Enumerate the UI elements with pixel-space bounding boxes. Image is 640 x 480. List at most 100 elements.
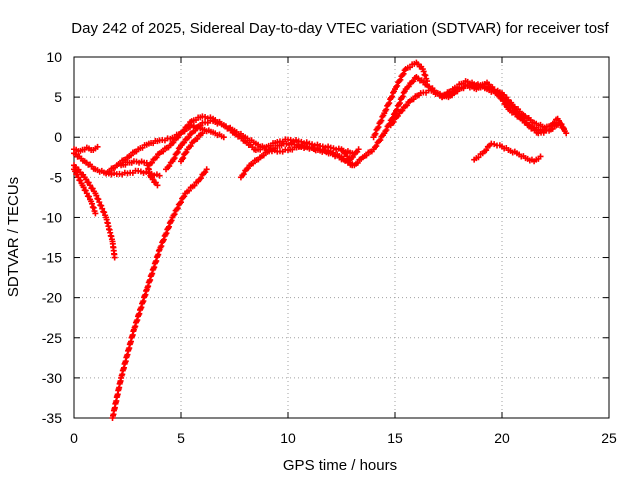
data-point	[160, 236, 167, 243]
y-tick-label: -20	[42, 290, 62, 306]
data-point	[399, 107, 406, 114]
data-point	[77, 177, 84, 184]
data-point	[389, 93, 396, 100]
x-tick-label: 20	[494, 430, 510, 446]
data-point	[183, 149, 190, 156]
data-point	[394, 82, 401, 89]
data-point	[399, 93, 406, 100]
data-point	[349, 154, 356, 161]
data-point	[156, 172, 163, 179]
data-point	[72, 168, 79, 175]
data-point	[421, 71, 428, 78]
data-point	[187, 143, 194, 150]
x-tick-label: 10	[280, 430, 296, 446]
data-point	[197, 175, 204, 182]
data-point	[191, 182, 198, 189]
data-point	[483, 147, 490, 154]
data-point	[383, 127, 390, 133]
x-tick-label: 15	[387, 430, 403, 446]
data-point	[424, 78, 431, 85]
data-point	[563, 130, 570, 137]
data-series	[71, 59, 570, 421]
data-point	[181, 139, 188, 146]
y-tick-label: -35	[42, 410, 62, 426]
data-point	[220, 134, 227, 141]
data-point	[372, 130, 379, 137]
y-tick-label: -15	[42, 250, 62, 266]
data-point	[174, 205, 181, 212]
x-axis-label: GPS time / hours	[283, 457, 397, 474]
data-point	[89, 204, 96, 211]
data-point	[240, 171, 247, 178]
data-point	[111, 254, 118, 261]
data-point	[93, 192, 100, 199]
grid-lines	[74, 57, 609, 418]
series-track-d	[71, 166, 99, 217]
data-point	[420, 68, 427, 75]
y-axis-label: SDTVAR / TECUs	[5, 177, 22, 297]
y-tick-label: -25	[42, 330, 62, 346]
data-point	[94, 143, 101, 150]
data-point	[148, 159, 155, 166]
series-track-j	[178, 130, 206, 165]
data-point	[377, 137, 384, 144]
data-point	[185, 187, 192, 194]
data-point	[393, 106, 400, 113]
plot-frame	[73, 56, 610, 419]
data-point	[95, 196, 102, 203]
data-point	[192, 127, 199, 134]
y-tick-label: -5	[50, 169, 63, 185]
data-point	[180, 155, 187, 162]
series-track-n	[439, 78, 570, 137]
data-point	[397, 76, 404, 83]
x-tick-label: 0	[70, 430, 78, 446]
y-tick-label: 10	[46, 49, 62, 65]
data-point	[355, 146, 362, 153]
data-point	[90, 204, 97, 211]
data-point	[171, 211, 178, 218]
data-point	[92, 210, 99, 217]
data-point	[537, 153, 544, 160]
data-point	[390, 118, 397, 125]
data-point	[85, 193, 92, 200]
data-point	[158, 243, 165, 250]
data-point	[80, 184, 87, 191]
data-point	[194, 135, 201, 142]
data-point	[74, 171, 81, 178]
data-point	[163, 230, 170, 237]
data-point	[378, 117, 385, 124]
data-point	[373, 143, 380, 150]
data-point	[88, 200, 95, 207]
data-point	[383, 106, 390, 113]
data-point	[410, 78, 417, 85]
data-point	[96, 199, 103, 206]
data-point	[75, 174, 82, 181]
data-point	[174, 134, 181, 141]
data-point	[174, 149, 181, 156]
data-point	[400, 70, 407, 77]
data-point	[168, 217, 175, 224]
data-point	[475, 154, 482, 161]
x-tick-label: 25	[601, 430, 617, 446]
y-tick-label: 0	[54, 129, 62, 145]
data-point	[98, 202, 105, 209]
data-point	[82, 187, 89, 194]
chart-title: Day 242 of 2025, Sidereal Day-to-day VTE…	[71, 20, 609, 37]
data-point	[185, 134, 192, 141]
data-point	[170, 139, 177, 146]
series-track-g	[118, 158, 161, 189]
data-point	[203, 166, 210, 173]
series-track-f	[103, 113, 356, 177]
data-point	[83, 190, 90, 197]
data-point	[154, 182, 161, 189]
y-tick-labels: -35 -30 -25 -20 -15 -10 -5 0 5 10	[42, 49, 62, 426]
data-point	[199, 130, 206, 137]
data-point	[178, 199, 184, 206]
series-track-l	[370, 59, 431, 141]
y-tick-label: -30	[42, 370, 62, 386]
plot-border	[73, 56, 610, 419]
data-point	[99, 205, 106, 212]
data-point	[396, 100, 403, 107]
data-point	[354, 159, 361, 166]
